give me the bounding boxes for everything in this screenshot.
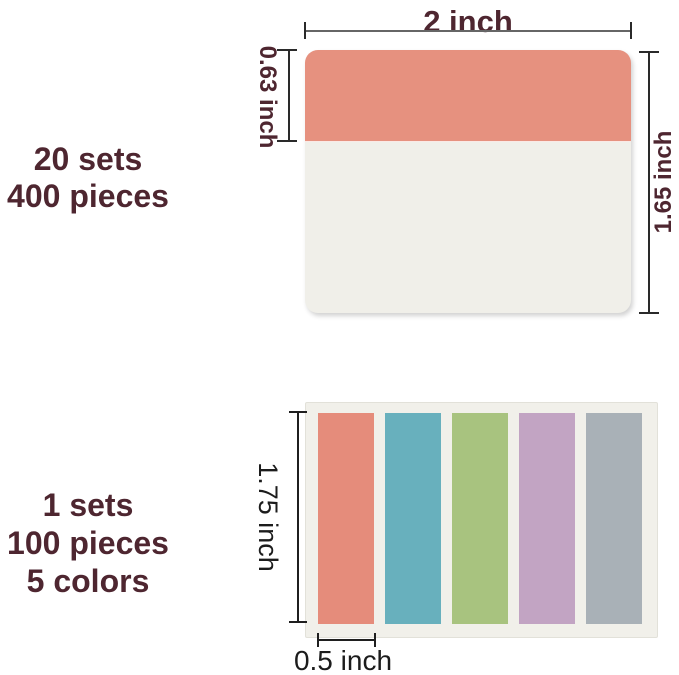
tab-height-top-tick <box>289 411 307 413</box>
sticky-note-illustration <box>305 50 631 313</box>
tab-height-dimension-label: 1.75 inch <box>253 462 283 572</box>
note-height-dimension-label: 1.65 inch <box>650 130 677 234</box>
band-height-top-tick <box>277 49 297 51</box>
bottom-quantity-line2: 100 pieces <box>7 525 169 561</box>
tab-swatch-gray <box>586 413 642 624</box>
tab-width-right-tick <box>374 633 376 647</box>
tab-set-illustration <box>305 402 658 638</box>
tab-swatch-teal <box>385 413 441 624</box>
bottom-quantity-line1: 1 sets <box>42 487 134 523</box>
tab-swatch-purple <box>519 413 575 624</box>
note-height-top-tick <box>639 51 659 53</box>
tab-swatch-coral <box>318 413 374 624</box>
band-height-dimension-line <box>288 50 290 142</box>
top-quantity-label: 20 sets 400 pieces <box>2 141 174 215</box>
top-quantity-line2: 400 pieces <box>7 178 169 214</box>
note-height-bottom-tick <box>639 312 659 314</box>
note-width-dimension-label: 2 inch <box>423 4 513 39</box>
note-width-dimension-line <box>305 30 632 32</box>
note-width-right-tick <box>630 22 632 39</box>
bottom-quantity-label: 1 sets 100 pieces 5 colors <box>2 486 174 600</box>
top-quantity-line1: 20 sets <box>33 141 143 177</box>
tab-height-bottom-tick <box>289 621 307 623</box>
tab-width-dimension-line <box>318 639 376 641</box>
note-width-left-tick <box>304 22 306 39</box>
tab-width-dimension-label: 0.5 inch <box>293 645 393 675</box>
note-height-dimension-line <box>648 52 650 313</box>
band-height-dimension-label: 0.63 inch <box>254 45 281 149</box>
tab-swatch-green <box>452 413 508 624</box>
tab-width-left-tick <box>317 633 319 647</box>
sticky-note-color-band <box>305 50 631 142</box>
tab-height-dimension-line <box>297 412 299 623</box>
band-height-bottom-tick <box>277 140 297 142</box>
bottom-quantity-line3: 5 colors <box>26 563 150 599</box>
